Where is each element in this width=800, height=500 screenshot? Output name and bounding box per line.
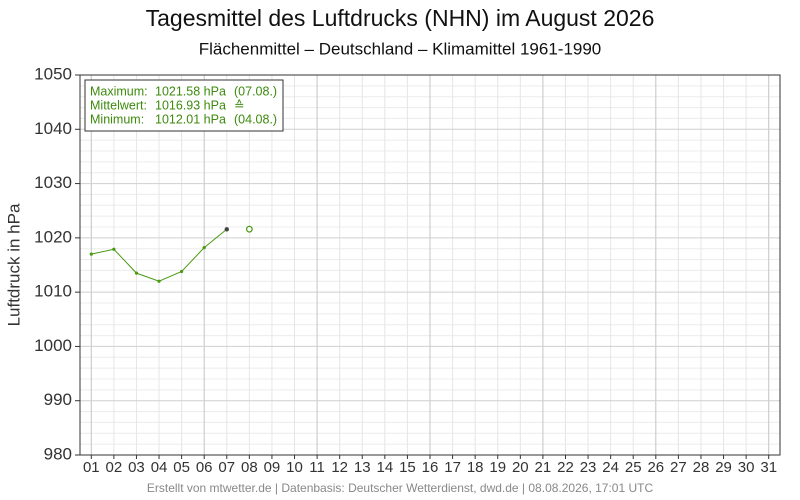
point <box>134 271 139 275</box>
x-tick-label: 26 <box>647 459 664 476</box>
x-tick-label: 13 <box>354 459 371 476</box>
x-tick-label: 21 <box>535 459 552 476</box>
x-tick-label: 18 <box>467 459 484 476</box>
point <box>112 247 116 251</box>
x-tick-label: 29 <box>715 459 732 476</box>
stats-text: 1016.93 hPa <box>155 98 226 112</box>
x-tick-label: 08 <box>241 459 258 476</box>
stats-text: 1012.01 hPa <box>155 112 226 126</box>
footer: Erstellt von mtwetter.de | Datenbasis: D… <box>147 481 654 495</box>
chart-title: Tagesmittel des Luftdrucks (NHN) im Augu… <box>146 5 655 31</box>
open-point <box>245 225 253 233</box>
y-tick-label: 990 <box>44 390 72 409</box>
x-tick-label: 31 <box>760 459 777 476</box>
y-tick-label: 1030 <box>34 173 72 192</box>
y-tick-label: 1040 <box>34 119 72 138</box>
x-tick-label: 03 <box>128 459 145 476</box>
x-tick-label: 05 <box>173 459 190 476</box>
x-tick-label: 12 <box>331 459 348 476</box>
y-tick-label: 1020 <box>34 227 72 246</box>
x-tick-label: 23 <box>580 459 597 476</box>
stats-text: Mittelwert: <box>90 98 147 112</box>
stats-text: (04.08.) <box>234 112 277 126</box>
x-tick-label: 11 <box>309 459 325 476</box>
x-tick-label: 15 <box>399 459 416 476</box>
x-tick-label: 16 <box>422 459 439 476</box>
y-tick-label: 1050 <box>34 64 72 83</box>
x-tick-label: 25 <box>625 459 642 476</box>
stats-text: 1021.58 hPa <box>155 84 226 98</box>
x-tick-label: 10 <box>286 459 303 476</box>
y-tick-label: 1000 <box>34 336 72 355</box>
stats-text: Minimum: <box>90 112 144 126</box>
x-tick-label: 02 <box>106 459 123 476</box>
x-tick-label: 19 <box>489 459 506 476</box>
x-tick-label: 20 <box>512 459 529 476</box>
x-tick-label: 27 <box>670 459 687 476</box>
stats-text: (07.08.) <box>234 84 277 98</box>
stats-text: ≙ <box>234 98 244 112</box>
point <box>180 269 184 274</box>
point <box>157 279 161 283</box>
x-tick-label: 30 <box>738 459 755 476</box>
x-tick-label: 04 <box>151 459 168 476</box>
x-tick-label: 24 <box>602 459 619 476</box>
x-tick-label: 22 <box>557 459 574 476</box>
stats-box: Maximum: 1021.58 hPa (07.08.) Mittelwert: 10… <box>84 79 284 132</box>
x-tick-label: 09 <box>264 459 281 476</box>
x-tick-label: 06 <box>196 459 213 476</box>
y-axis-label: Luftdruck in hPa <box>4 203 23 326</box>
y-tick-label: 1010 <box>34 282 72 301</box>
point <box>224 227 229 232</box>
x-tick-label: 01 <box>83 459 100 476</box>
x-tick-label: 14 <box>376 459 393 476</box>
stats-frame <box>84 79 284 132</box>
plot-frame <box>79 74 781 456</box>
point <box>202 246 206 250</box>
y-tick-label: 980 <box>44 444 72 463</box>
point <box>89 252 93 256</box>
stats-text: Maximum: <box>90 84 148 98</box>
x-tick-label: 07 <box>218 459 235 476</box>
x-tick-label: 28 <box>693 459 710 476</box>
x-tick-label: 17 <box>444 459 461 476</box>
chart-subtitle: Flächenmittel – Deutschland – Klimamitte… <box>199 39 602 58</box>
